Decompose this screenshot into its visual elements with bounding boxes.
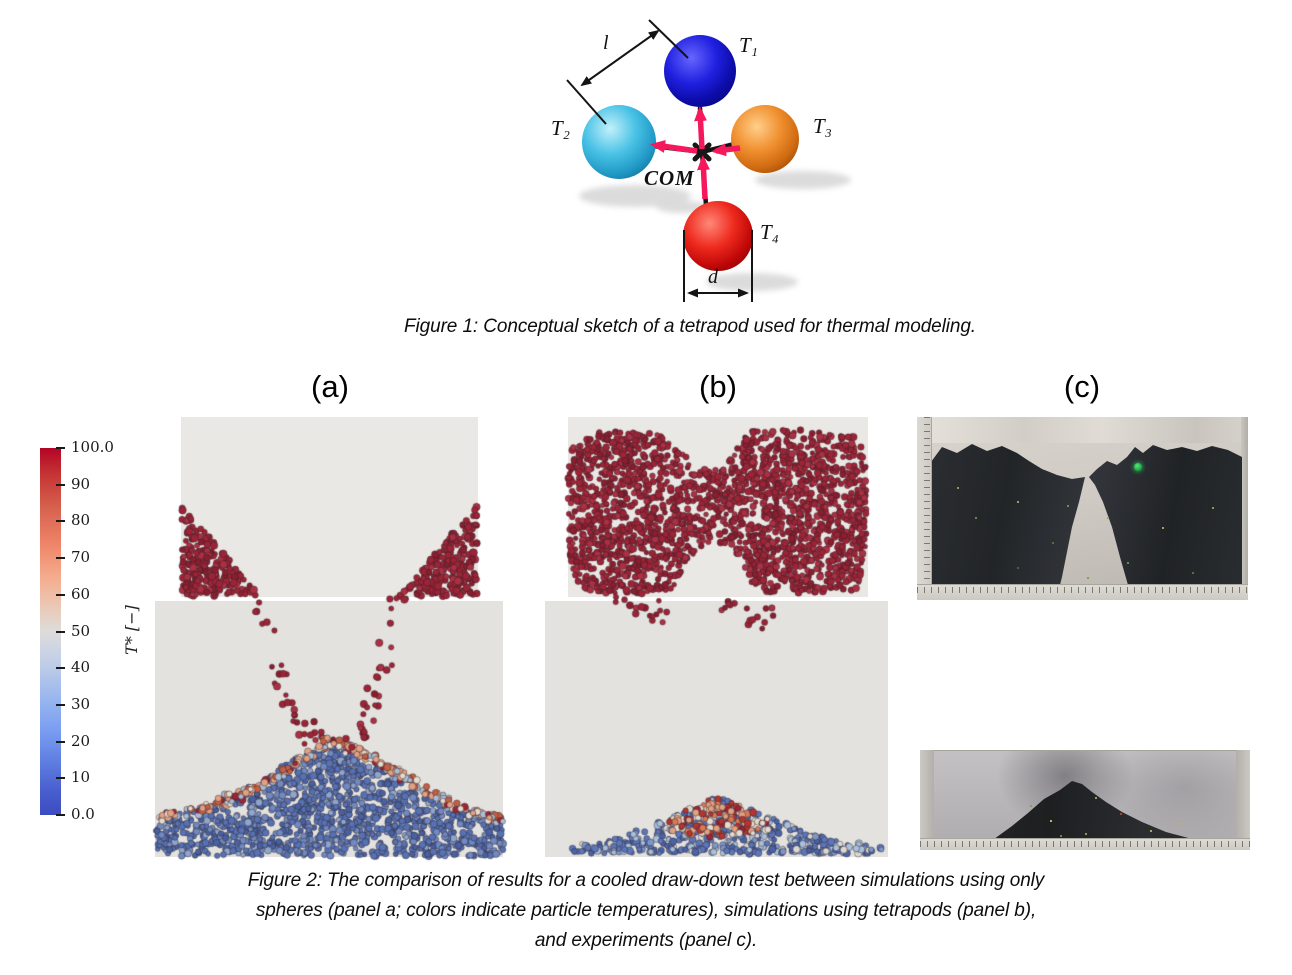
label-t1: T₁ [739,33,758,57]
material-speckles [1030,805,1032,807]
frame-edge [920,750,934,850]
figure2-caption-line3: and experiments (panel c). [534,930,758,951]
sphere-t4 [683,201,753,271]
glass-reflection [931,417,1242,443]
sim-b-hopper-box [568,417,868,597]
experiment-photo-drawdown [917,417,1248,600]
sim-b-collection-box [545,601,888,857]
panel-label-c: (c) [1063,369,1101,404]
label-com: COM [644,166,695,190]
figure2-caption-line1: Figure 2: The comparison of results for … [247,870,1045,891]
panel-label-b: (b) [699,369,737,404]
frame-edge [1236,750,1250,850]
horizontal-ruler [920,838,1250,850]
horizontal-ruler [917,584,1248,600]
material-speckles [957,487,959,489]
sim-a-hopper-box [181,417,478,597]
figure2-caption: Figure 2: The comparison of results for … [96,866,1196,956]
sim-a-collection-box [155,601,503,857]
vertical-ruler [917,417,932,600]
dark-material-pile [990,781,1212,846]
colorbar-axis-label: T* [−] [121,605,141,655]
panel-label-a: (a) [311,369,349,404]
experiment-photo-pile [920,750,1250,850]
sphere-t3 [731,105,799,173]
label-diameter: d [708,266,718,288]
label-t4: T₄ [760,220,779,244]
label-length: l [603,32,609,54]
frame-edge [1241,417,1248,600]
figure1-caption: Figure 1: Conceptual sketch of a tetrapo… [404,316,976,337]
label-t2: T₂ [551,116,570,140]
label-t3: T₃ [813,114,832,138]
green-marker-dot [1134,463,1142,471]
figure2-caption-line2: spheres (panel a; colors indicate partic… [255,900,1037,921]
